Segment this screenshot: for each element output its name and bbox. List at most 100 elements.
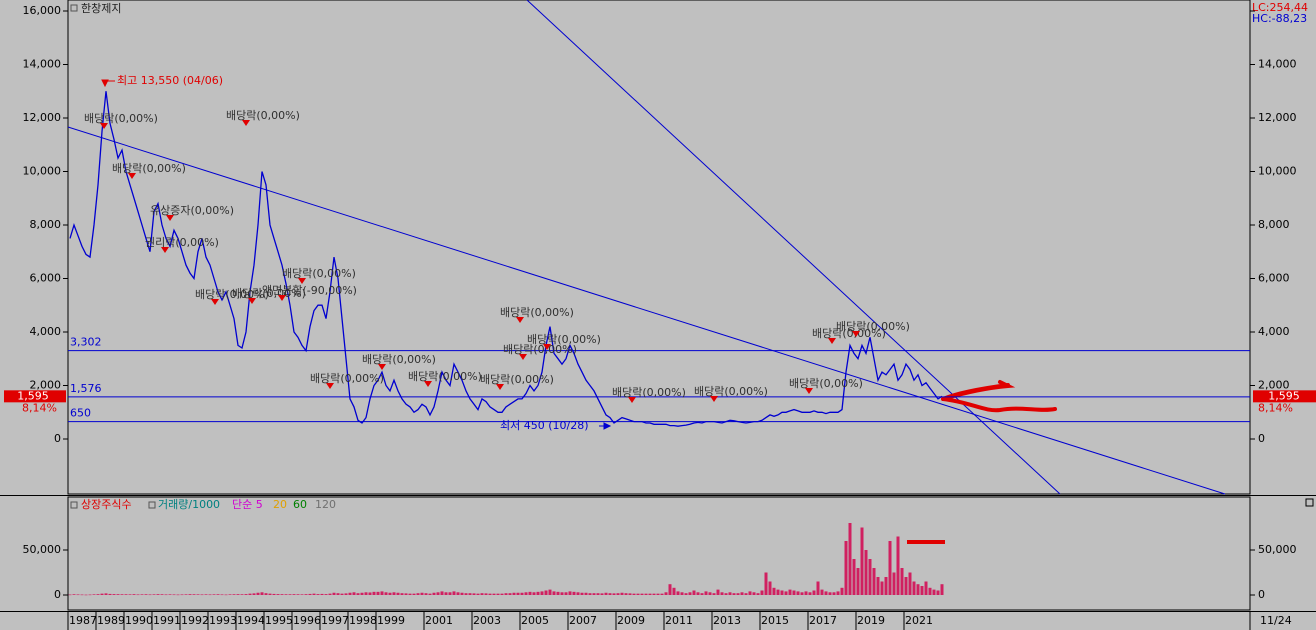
volume-bar (864, 549, 868, 595)
volume-bar (304, 594, 308, 595)
volume-bar (408, 593, 412, 595)
event-marker (543, 344, 551, 350)
lc-label: LC:254,44 (1252, 1, 1308, 14)
volume-bar (732, 593, 736, 595)
volume-bar (432, 592, 436, 595)
y-tick-label: 2,000 (1258, 379, 1290, 392)
volume-bar (420, 592, 424, 595)
volume-bar (596, 593, 600, 595)
y-tick-label: 4,000 (1258, 325, 1290, 338)
volume-bar (252, 593, 256, 595)
y-tick-label: 2,000 (30, 379, 62, 392)
volume-bar (564, 592, 568, 595)
change-label: 8,14% (1258, 401, 1293, 414)
volume-bar (92, 594, 96, 595)
volume-bar (100, 593, 104, 595)
event-marker (100, 123, 108, 129)
legend-entry: 거래량/1000 (158, 498, 220, 511)
annotation: 배당락(0,00%) (527, 333, 601, 346)
y-tick-label: 12,000 (1258, 111, 1297, 124)
x-tick-label: 2015 (761, 614, 789, 627)
volume-bar (292, 594, 296, 595)
volume-bar (872, 567, 876, 595)
volume-bar (208, 594, 212, 596)
x-tick-label: 1998 (349, 614, 377, 627)
volume-bar (148, 594, 152, 596)
volume-bar (196, 594, 200, 595)
volume-bar (188, 594, 192, 595)
volume-bar (192, 594, 196, 595)
volume-bar (344, 593, 348, 595)
volume-bar (460, 592, 464, 595)
volume-bar (224, 594, 228, 596)
volume-bar (312, 593, 316, 595)
annotation: 배당락(0,00%) (500, 306, 574, 319)
volume-bar (868, 558, 872, 595)
volume-bar (540, 591, 544, 595)
y-tick-label: 10,000 (23, 164, 62, 177)
volume-bar (524, 592, 528, 595)
volume-bar (116, 594, 120, 595)
volume-bar (276, 594, 280, 595)
annotation: 배당락(0,00%) (362, 353, 436, 366)
volume-bar (72, 594, 76, 595)
panel-button[interactable] (1305, 498, 1314, 507)
volume-bar (752, 592, 756, 595)
volume-bar (492, 593, 496, 595)
y-tick-label: 16,000 (23, 4, 62, 17)
volume-bar (140, 594, 144, 595)
volume-bar (396, 592, 400, 595)
volume-bar (900, 567, 904, 595)
volume-bar (348, 592, 352, 595)
volume-bar (200, 594, 204, 596)
legend-entry: 120 (315, 498, 336, 511)
volume-bar (124, 594, 128, 595)
volume-bar (468, 593, 472, 595)
volume-bar (592, 593, 596, 595)
volume-bar (180, 594, 184, 596)
annotation: 배당락(0,00%) (310, 372, 384, 385)
event-marker (211, 299, 219, 305)
volume-bar (828, 592, 832, 595)
volume-bar (852, 558, 856, 595)
volume-bar (844, 540, 848, 595)
volume-bar (272, 593, 276, 595)
y-tick-label: 0 (1258, 588, 1265, 601)
x-tick-label: 1994 (237, 614, 265, 627)
level-label: 1,576 (70, 382, 102, 395)
volume-bar (132, 594, 136, 595)
volume-bar (336, 593, 340, 595)
volume-bar (488, 593, 492, 595)
volume-bar (380, 591, 384, 595)
event-marker (496, 384, 504, 390)
volume-bar (780, 590, 784, 595)
volume-bar (444, 592, 448, 595)
volume-bar (184, 594, 188, 595)
title-icon (70, 4, 78, 12)
price-badge (4, 390, 66, 403)
x-tick-label: 1993 (209, 614, 237, 627)
volume-bar (452, 591, 456, 595)
y-tick-label: 8,000 (1258, 218, 1290, 231)
volume-bar (620, 592, 624, 595)
volume-bar (640, 593, 644, 595)
volume-bar (256, 592, 260, 595)
x-tick-label: 1999 (377, 614, 405, 627)
volume-bar (80, 594, 84, 596)
event-marker (298, 278, 306, 284)
volume-bar (152, 594, 156, 595)
price-panel (67, 0, 1251, 495)
volume-bar (628, 593, 632, 595)
annotation: 배당락(0,00%) (480, 373, 554, 386)
annotation: 배당락(0,00%) (84, 112, 158, 125)
x-tick-label: 2019 (857, 614, 885, 627)
volume-bar (204, 594, 208, 595)
volume-bar (588, 593, 592, 595)
volume-bar (908, 572, 912, 595)
y-tick-label: 50,000 (23, 543, 62, 556)
volume-bar (552, 591, 556, 595)
y-tick-label: 10,000 (1258, 164, 1297, 177)
x-tick-label: 2013 (713, 614, 741, 627)
trend-line (526, 0, 1061, 495)
volume-bar (332, 592, 336, 595)
